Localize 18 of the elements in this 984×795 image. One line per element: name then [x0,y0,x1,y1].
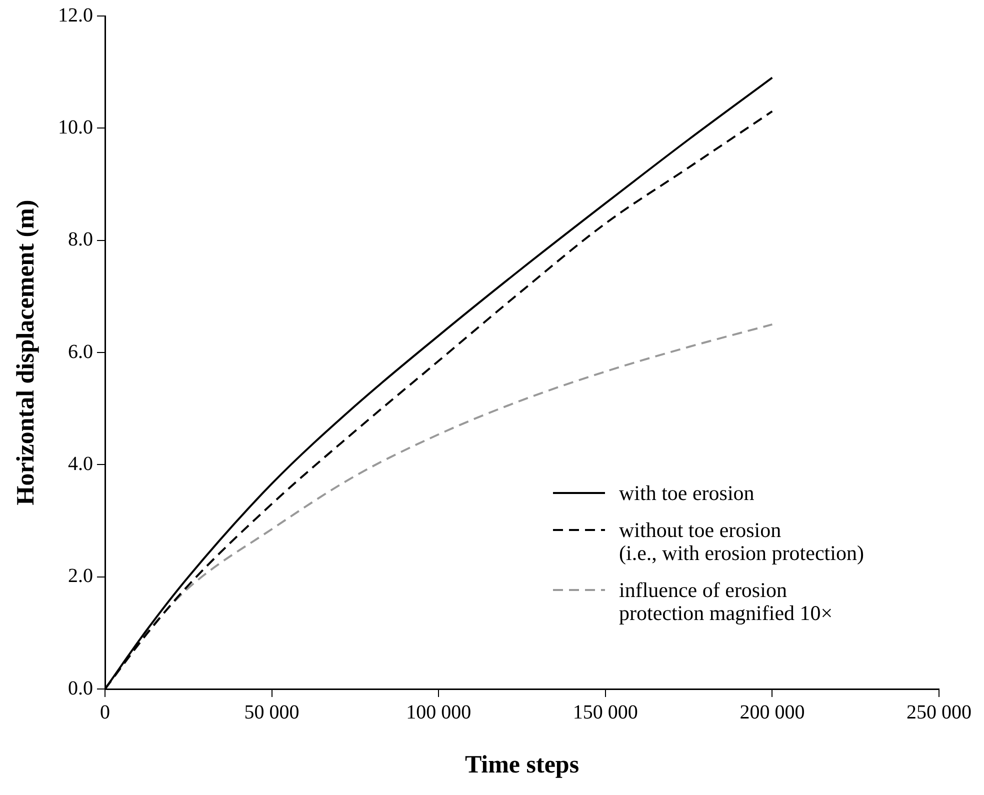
x-tick-label: 150 000 [572,701,638,724]
y-tick-label: 2.0 [68,565,93,588]
legend-label: without toe erosion (i.e., with erosion protection) [619,518,864,565]
y-tick-label: 10.0 [58,116,93,138]
x-tick-label: 0 [100,701,110,724]
x-tick-label: 50 000 [244,701,300,724]
x-tick-label: 250 000 [906,701,972,724]
y-tick-label: 0.0 [68,677,93,700]
legend-label: influence of erosion protection magnified 10× [619,578,833,625]
y-axis-title: Horizontal displacement (m) [12,200,40,506]
y-tick-label: 12.0 [58,4,93,26]
y-tick-label: 6.0 [68,340,93,363]
x-tick-label: 200 000 [740,701,805,724]
legend-label: with toe erosion [619,481,754,505]
y-tick-label: 8.0 [68,228,93,251]
x-axis-title: Time steps [464,751,580,778]
y-tick-label: 4.0 [68,452,93,475]
x-tick-label: 100 000 [406,701,472,724]
